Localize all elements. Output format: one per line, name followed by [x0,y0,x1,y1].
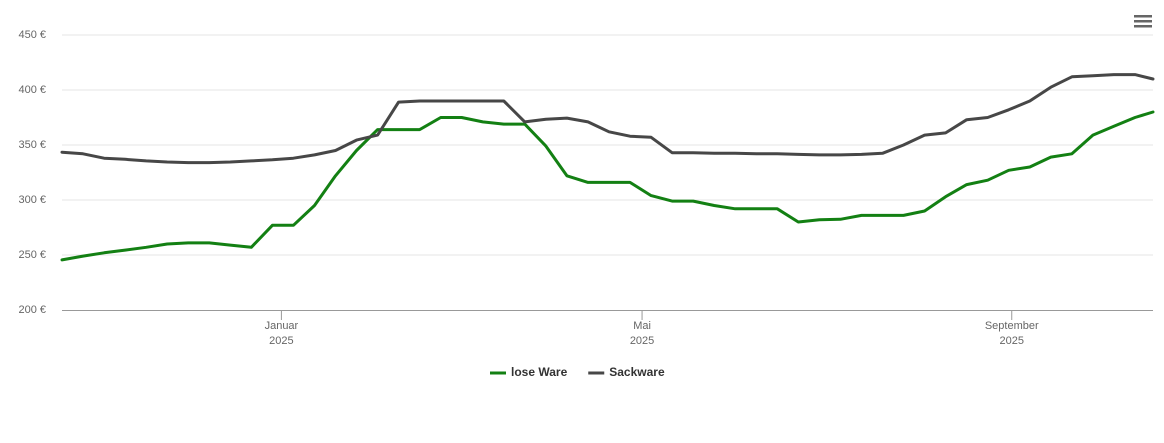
y-tick-label: 400 € [18,84,46,96]
x-tick-label: September [985,320,1039,332]
y-tick-label: 300 € [18,194,46,206]
legend-label: lose Ware [511,365,568,379]
x-tick-label: Mai [633,320,651,332]
x-tick-label: Januar [265,320,299,332]
y-tick-label: 200 € [18,304,46,316]
series-line [60,110,1155,262]
menu-button[interactable] [1134,15,1152,28]
menu-bar [1134,20,1152,23]
x-tick-label: 2025 [999,335,1023,347]
legend-label: Sackware [609,365,665,379]
y-tick-label: 250 € [18,249,46,261]
menu-bar [1134,25,1152,28]
menu-bar [1134,15,1152,18]
legend-item: Sackware [588,365,665,379]
x-tick-label: 2025 [630,335,654,347]
y-tick-label: 350 € [18,139,46,151]
series-line [60,73,1155,165]
x-tick-label: 2025 [269,335,293,347]
y-tick-label: 450 € [18,29,46,41]
legend: lose Ware Sackware [490,365,665,379]
legend-item: lose Ware [490,365,568,379]
